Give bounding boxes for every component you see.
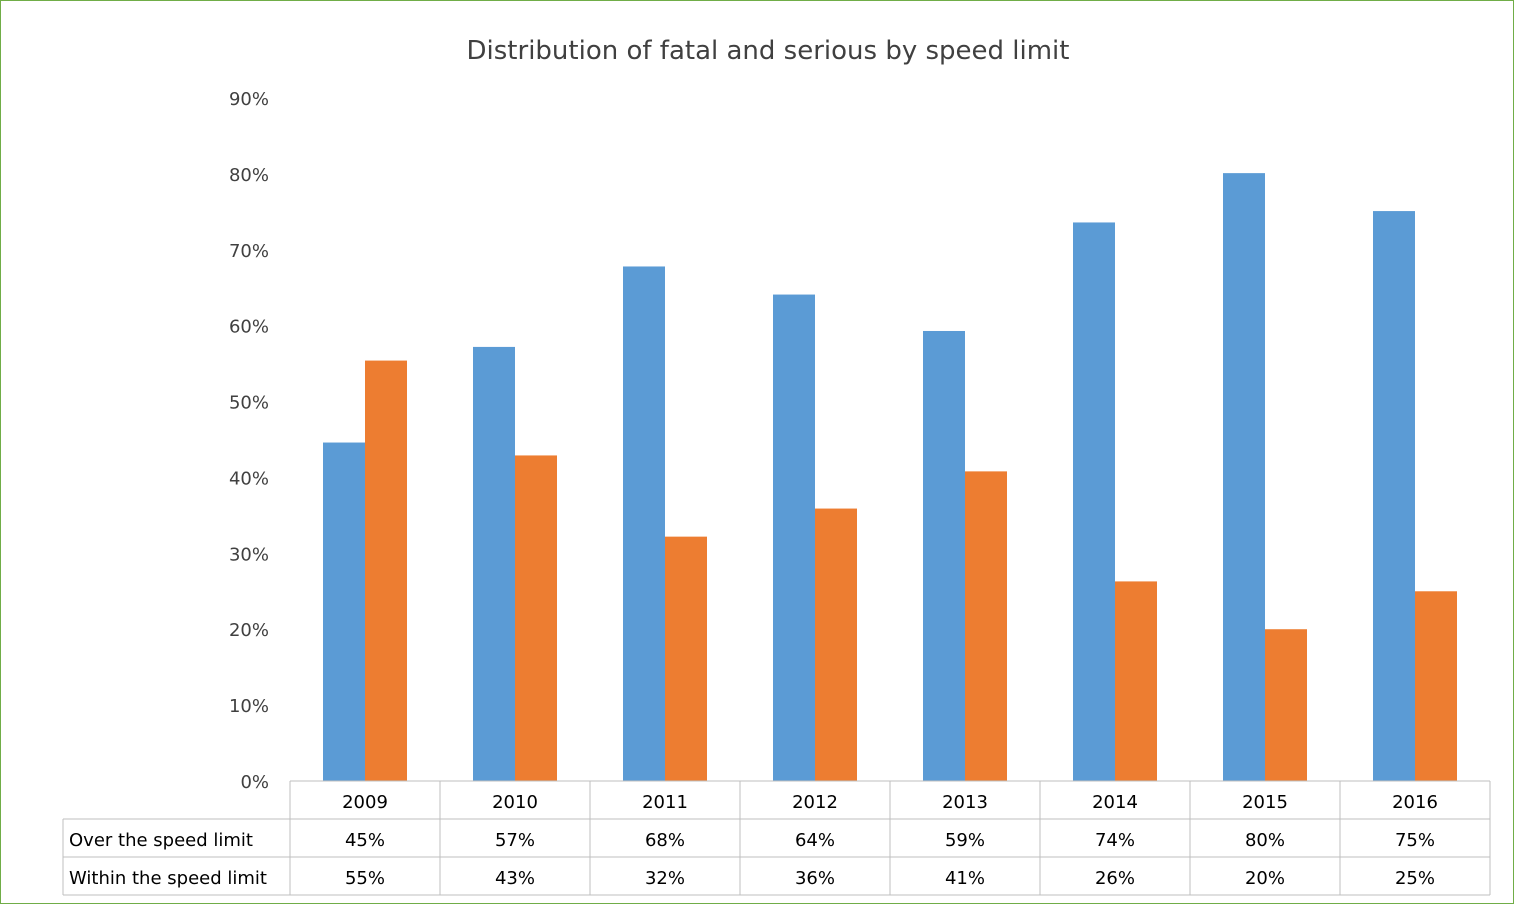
category-label-2015: 2015 <box>1242 792 1288 813</box>
y-axis-ticks: 0% 10% 20% 30% 40% 50% 60% 70% 80% 90% <box>229 89 269 793</box>
bar-within-2013 <box>965 471 1007 781</box>
category-label-2010: 2010 <box>492 792 538 813</box>
data-label-over-2013: 59% <box>945 830 985 851</box>
data-label-within-2011: 32% <box>645 868 685 889</box>
chart-title: Distribution of fatal and serious by spe… <box>467 36 1070 66</box>
bar-over-2012 <box>773 294 815 781</box>
y-tick-label: 30% <box>229 544 269 565</box>
bar-over-2009 <box>323 442 365 781</box>
data-table: 2009 2010 2011 2012 2013 2014 2015 2016 Over the… <box>62 780 1491 896</box>
data-label-within-2013: 41% <box>945 868 985 889</box>
data-label-over-2011: 68% <box>645 830 685 851</box>
data-label-within-2010: 43% <box>495 868 535 889</box>
series-name-within: Within the speed limit <box>69 868 267 889</box>
data-label-within-2015: 20% <box>1245 868 1285 889</box>
bar-over-2013 <box>923 330 965 781</box>
bar-within-2012 <box>815 508 857 781</box>
data-label-over-2009: 45% <box>345 830 385 851</box>
y-tick-label: 10% <box>229 696 269 717</box>
y-tick-label: 40% <box>229 468 269 489</box>
data-label-within-2012: 36% <box>795 868 835 889</box>
bar-within-2010 <box>515 455 557 781</box>
bar-over-2016 <box>1373 211 1415 781</box>
data-label-within-2009: 55% <box>345 868 385 889</box>
bar-within-2016 <box>1415 591 1457 781</box>
y-tick-label: 70% <box>229 241 269 262</box>
bar-within-2011 <box>665 536 707 781</box>
category-label-2011: 2011 <box>642 792 688 813</box>
data-label-over-2014: 74% <box>1095 830 1135 851</box>
series-name-over: Over the speed limit <box>69 830 253 851</box>
category-label-2012: 2012 <box>792 792 838 813</box>
bar-within-2009 <box>365 360 407 781</box>
y-tick-label: 0% <box>240 772 269 793</box>
data-label-within-2016: 25% <box>1395 868 1435 889</box>
bar-over-2014 <box>1073 222 1115 782</box>
y-tick-label: 60% <box>229 317 269 338</box>
bar-over-2010 <box>473 346 515 781</box>
category-label-2009: 2009 <box>342 792 388 813</box>
y-tick-label: 80% <box>229 165 269 186</box>
y-tick-label: 50% <box>229 393 269 414</box>
data-label-over-2016: 75% <box>1395 830 1435 851</box>
data-label-over-2010: 57% <box>495 830 535 851</box>
bars <box>323 173 1457 782</box>
data-label-within-2014: 26% <box>1095 868 1135 889</box>
data-label-over-2015: 80% <box>1245 830 1285 851</box>
category-label-2013: 2013 <box>942 792 988 813</box>
data-label-over-2012: 64% <box>795 830 835 851</box>
bar-over-2015 <box>1223 173 1265 781</box>
y-tick-label: 90% <box>229 89 269 110</box>
category-label-2014: 2014 <box>1092 792 1138 813</box>
y-tick-label: 20% <box>229 620 269 641</box>
bar-within-2015 <box>1265 629 1307 781</box>
bar-over-2011 <box>623 266 665 781</box>
bar-within-2014 <box>1115 581 1157 781</box>
category-label-2016: 2016 <box>1392 792 1438 813</box>
